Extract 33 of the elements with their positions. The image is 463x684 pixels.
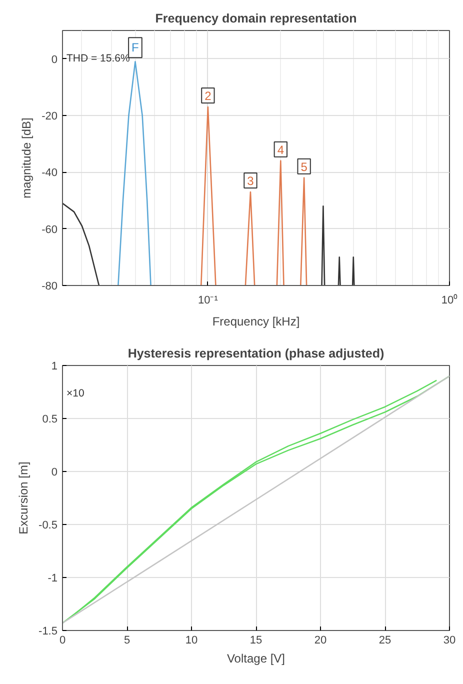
- chart-title: Hysteresis representation (phase adjusted): [128, 346, 384, 360]
- x-tick-label: 10⁰: [441, 294, 458, 306]
- y-axis-title: Excursion [m]: [16, 462, 31, 534]
- y-axis-title: magnitude [dB]: [20, 118, 34, 198]
- x-tick-label: 0: [59, 634, 66, 646]
- y-tick-label: -20: [42, 110, 58, 122]
- annotation: 3: [247, 174, 254, 188]
- y-tick-label: 0: [51, 54, 58, 66]
- y-tick-label: -60: [42, 224, 58, 236]
- annotation: ×10: [66, 388, 84, 400]
- y-tick-label: 1: [51, 360, 58, 372]
- annotation: 5: [300, 160, 308, 174]
- annotation: 4: [277, 142, 284, 157]
- annotation: 2: [204, 89, 212, 103]
- x-tick-label: 10⁻¹: [198, 294, 218, 306]
- y-tick-label: -1: [48, 572, 58, 584]
- x-tick-label: 15: [250, 634, 262, 646]
- x-tick-label: 5: [124, 634, 130, 646]
- y-tick-label: 0: [51, 466, 58, 478]
- x-axis-title: Frequency [kHz]: [212, 314, 300, 328]
- y-tick-label: -0.5: [38, 520, 58, 532]
- annotation: THD = 15.6%: [66, 52, 130, 64]
- y-tick-label: -40: [42, 167, 58, 180]
- y-tick-label: -1.5: [38, 626, 58, 638]
- chart-title: Frequency domain representation: [155, 12, 357, 26]
- x-axis-title: Voltage [V]: [226, 652, 286, 666]
- x-tick-label: 20: [314, 634, 327, 646]
- annotation: F: [132, 40, 139, 55]
- y-tick-label: -80: [42, 280, 58, 292]
- y-tick-label: 0.5: [42, 414, 58, 426]
- x-tick-label: 25: [378, 634, 392, 646]
- x-tick-label: 10: [185, 634, 198, 646]
- x-tick-label: 30: [443, 634, 456, 646]
